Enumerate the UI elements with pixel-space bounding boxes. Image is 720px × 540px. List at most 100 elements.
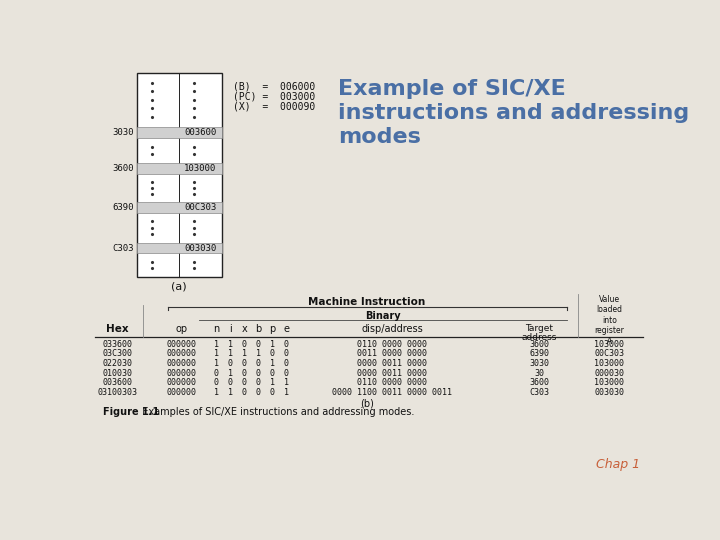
- Text: 00C303: 00C303: [184, 202, 217, 212]
- Text: 1: 1: [242, 349, 247, 359]
- Text: 0: 0: [256, 359, 261, 368]
- Text: 1: 1: [228, 340, 233, 349]
- Text: 1: 1: [214, 388, 219, 397]
- Text: Value
loaded
into
register
A: Value loaded into register A: [594, 295, 624, 346]
- Text: 0: 0: [284, 349, 289, 359]
- Text: (X)  =  000090: (X) = 000090: [233, 102, 315, 112]
- Text: 1: 1: [269, 359, 274, 368]
- Text: 3600: 3600: [529, 378, 549, 387]
- Bar: [137, 202, 222, 213]
- Bar: [137, 72, 222, 276]
- Text: 000000: 000000: [166, 340, 197, 349]
- Text: 3600: 3600: [529, 340, 549, 349]
- Text: 000000: 000000: [166, 349, 197, 359]
- Text: 3600: 3600: [112, 164, 134, 173]
- Text: 0: 0: [284, 369, 289, 377]
- Text: C303: C303: [529, 388, 549, 397]
- Text: 103000: 103000: [184, 164, 217, 173]
- Text: 1: 1: [256, 349, 261, 359]
- Bar: [137, 164, 222, 174]
- Bar: [137, 242, 222, 253]
- Text: 000030: 000030: [594, 369, 624, 377]
- Text: x: x: [241, 323, 247, 334]
- Text: 003600: 003600: [102, 378, 132, 387]
- Text: 0: 0: [214, 369, 219, 377]
- Text: 0: 0: [242, 340, 247, 349]
- Text: 103000: 103000: [594, 340, 624, 349]
- Text: (PC) =  003000: (PC) = 003000: [233, 92, 315, 102]
- Text: 3030: 3030: [112, 128, 134, 137]
- Text: 003600: 003600: [184, 128, 217, 137]
- Text: op: op: [176, 323, 187, 334]
- Text: Chap 1: Chap 1: [596, 458, 640, 471]
- Text: Target
address: Target address: [522, 323, 557, 342]
- Text: b: b: [255, 323, 261, 334]
- Text: C303: C303: [112, 244, 134, 253]
- Text: 0110 0000 0000: 0110 0000 0000: [357, 340, 427, 349]
- Text: 003030: 003030: [184, 244, 217, 253]
- Text: 010030: 010030: [102, 369, 132, 377]
- Text: 1: 1: [214, 349, 219, 359]
- Text: e: e: [283, 323, 289, 334]
- Text: 0011 0000 0000: 0011 0000 0000: [357, 349, 427, 359]
- Text: 0: 0: [242, 378, 247, 387]
- Text: (a): (a): [171, 281, 187, 291]
- Text: 1: 1: [284, 388, 289, 397]
- Text: 0: 0: [228, 378, 233, 387]
- Text: 0: 0: [242, 388, 247, 397]
- Text: i: i: [229, 323, 232, 334]
- Text: 3030: 3030: [529, 359, 549, 368]
- Text: 0110 0000 0000: 0110 0000 0000: [357, 378, 427, 387]
- Text: 1: 1: [214, 340, 219, 349]
- Text: 0: 0: [214, 378, 219, 387]
- Text: 1: 1: [269, 378, 274, 387]
- Text: 0: 0: [242, 359, 247, 368]
- Text: 022030: 022030: [102, 359, 132, 368]
- Text: 0: 0: [256, 340, 261, 349]
- Text: 0: 0: [284, 359, 289, 368]
- Text: 1: 1: [214, 359, 219, 368]
- Text: 000000: 000000: [166, 378, 197, 387]
- Text: Binary: Binary: [365, 311, 400, 321]
- Text: 0000 1100 0011 0000 0011: 0000 1100 0011 0000 0011: [332, 388, 452, 397]
- Text: 6390: 6390: [112, 202, 134, 212]
- Text: 03100303: 03100303: [97, 388, 137, 397]
- Text: 0: 0: [256, 388, 261, 397]
- Text: 033600: 033600: [102, 340, 132, 349]
- Text: Figure 1.1: Figure 1.1: [103, 408, 159, 417]
- Text: 1: 1: [228, 388, 233, 397]
- Text: 0: 0: [242, 369, 247, 377]
- Text: 03C300: 03C300: [102, 349, 132, 359]
- Text: 0: 0: [256, 369, 261, 377]
- Text: (B)  =  006000: (B) = 006000: [233, 82, 315, 92]
- Bar: [137, 127, 222, 138]
- Text: 103000: 103000: [594, 359, 624, 368]
- Text: 1: 1: [228, 369, 233, 377]
- Text: Machine Instruction: Machine Instruction: [308, 298, 426, 307]
- Text: 0000 0011 0000: 0000 0011 0000: [357, 369, 427, 377]
- Text: 0000 0011 0000: 0000 0011 0000: [357, 359, 427, 368]
- Text: 1: 1: [228, 349, 233, 359]
- Text: 00C303: 00C303: [594, 349, 624, 359]
- Text: n: n: [213, 323, 220, 334]
- Text: Hex: Hex: [106, 323, 128, 334]
- Text: (b): (b): [360, 398, 374, 408]
- Text: p: p: [269, 323, 275, 334]
- Text: 0: 0: [284, 340, 289, 349]
- Text: 1: 1: [284, 378, 289, 387]
- Text: 103000: 103000: [594, 378, 624, 387]
- Text: 000000: 000000: [166, 359, 197, 368]
- Text: 0: 0: [256, 378, 261, 387]
- Text: Example of SIC/XE
instructions and addressing
modes: Example of SIC/XE instructions and addre…: [338, 79, 689, 147]
- Text: 6390: 6390: [529, 349, 549, 359]
- Text: 0: 0: [269, 388, 274, 397]
- Text: disp/address: disp/address: [361, 323, 423, 334]
- Text: 1: 1: [269, 340, 274, 349]
- Text: 30: 30: [534, 369, 544, 377]
- Text: 000000: 000000: [166, 369, 197, 377]
- Text: 0: 0: [269, 349, 274, 359]
- Text: 0: 0: [269, 369, 274, 377]
- Text: 000000: 000000: [166, 388, 197, 397]
- Text: 0: 0: [228, 359, 233, 368]
- Text: 003030: 003030: [594, 388, 624, 397]
